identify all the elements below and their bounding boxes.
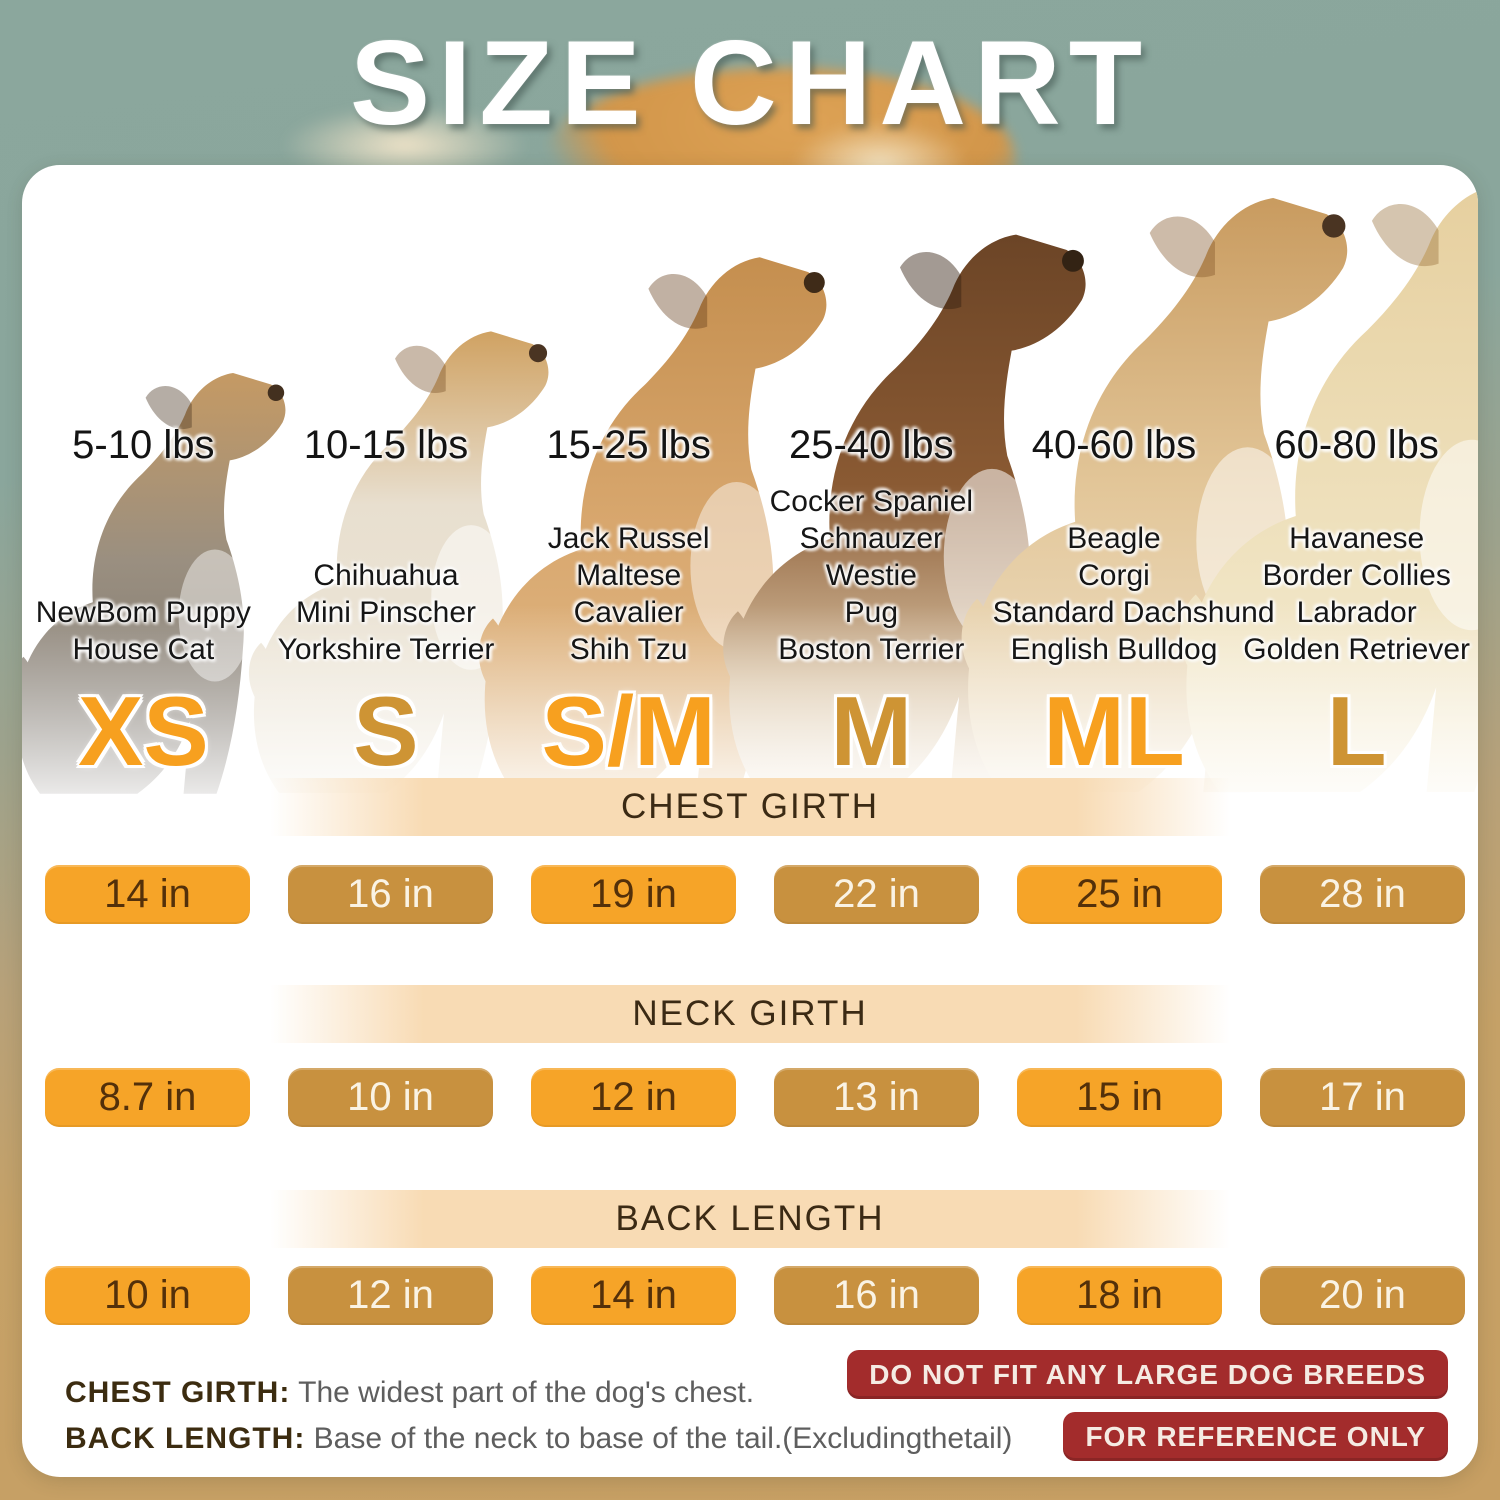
size-column-ml: 40-60 lbs Beagle Corgi Standard Dachshun… xyxy=(992,405,1275,668)
breed-list: Chihuahua Mini Pinscher Yorkshire Terrie… xyxy=(265,557,508,668)
neck-girth-value: 8.7 in xyxy=(45,1068,250,1127)
breed-item: Yorkshire Terrier xyxy=(277,633,495,666)
breed-item: Pug xyxy=(844,596,899,629)
page-title: SIZE CHART xyxy=(350,16,1150,150)
back-length-value: 12 in xyxy=(288,1266,493,1325)
size-column-l: 60-80 lbs Havanese Border Collies Labrad… xyxy=(1235,405,1478,668)
size-label-sm: S/M xyxy=(541,676,716,786)
breed-item: Cavalier xyxy=(573,596,684,629)
chest-girth-note: CHEST GIRTH: The widest part of the dog'… xyxy=(65,1370,1012,1416)
breed-item: Standard Dachshund xyxy=(992,596,1275,629)
size-letters-row: XS S S/M M ML L xyxy=(22,682,1478,780)
neck-girth-value: 12 in xyxy=(531,1068,736,1127)
white-fade-overlay xyxy=(22,605,1478,810)
chest-girth-note-text: The widest part of the dog's chest. xyxy=(298,1376,755,1409)
chest-girth-value: 28 in xyxy=(1260,865,1465,924)
chest-girth-value: 19 in xyxy=(531,865,736,924)
back-length-value: 16 in xyxy=(774,1266,979,1325)
size-chart-card: 5-10 lbs NewBom Puppy House Cat 10-15 lb… xyxy=(22,165,1478,1477)
breed-item: NewBom Puppy xyxy=(35,596,251,629)
warning-badge-no-large-breeds: DO NOT FIT ANY LARGE DOG BREEDS xyxy=(847,1350,1448,1399)
chest-girth-value: 22 in xyxy=(774,865,979,924)
breed-item: Schnauzer xyxy=(799,522,944,555)
size-label-l: L xyxy=(1326,676,1387,786)
size-label-xs: XS xyxy=(77,676,209,786)
back-length-header: BACK LENGTH xyxy=(270,1190,1230,1248)
breed-item: Westie xyxy=(825,559,917,592)
back-length-value: 14 in xyxy=(531,1266,736,1325)
chest-girth-value: 16 in xyxy=(288,865,493,924)
breed-item: House Cat xyxy=(72,633,215,666)
size-column-s: 10-15 lbs Chihuahua Mini Pinscher Yorksh… xyxy=(265,405,508,668)
breed-item: Maltese xyxy=(576,559,682,592)
chest-girth-value: 14 in xyxy=(45,865,250,924)
size-column-sm: 15-25 lbs Jack Russel Maltese Cavalier S… xyxy=(507,405,750,668)
back-length-note: BACK LENGTH: Base of the neck to base of… xyxy=(65,1416,1012,1462)
back-length-value: 20 in xyxy=(1260,1266,1465,1325)
breed-item: Cocker Spaniel xyxy=(769,485,974,518)
neck-girth-value: 17 in xyxy=(1260,1068,1465,1127)
weight-range: 25-40 lbs xyxy=(789,423,954,467)
back-length-values: 10 in 12 in 14 in 16 in 18 in 20 in xyxy=(45,1266,1465,1325)
size-label-m: M xyxy=(830,676,913,786)
neck-girth-header: NECK GIRTH xyxy=(270,985,1230,1043)
size-columns: 5-10 lbs NewBom Puppy House Cat 10-15 lb… xyxy=(22,405,1478,668)
breed-list: Jack Russel Maltese Cavalier Shih Tzu xyxy=(507,520,750,668)
breed-list: Cocker Spaniel Schnauzer Westie Pug Bost… xyxy=(750,483,993,668)
weight-range: 15-25 lbs xyxy=(546,423,711,467)
breed-item: Beagle xyxy=(1067,522,1161,555)
breed-item: English Bulldog xyxy=(1010,633,1218,666)
breed-item: Border Collies xyxy=(1262,559,1451,592)
breed-item: Jack Russel xyxy=(547,522,710,555)
size-label-ml: ML xyxy=(1043,676,1185,786)
breed-list: Havanese Border Collies Labrador Golden … xyxy=(1235,520,1478,668)
weight-range: 10-15 lbs xyxy=(303,423,469,467)
chest-girth-values: 14 in 16 in 19 in 22 in 25 in 28 in xyxy=(45,865,1465,924)
breed-item: Labrador xyxy=(1296,596,1417,629)
chest-girth-header: CHEST GIRTH xyxy=(270,778,1230,836)
size-label-s: S xyxy=(353,676,419,786)
measurement-notes: CHEST GIRTH: The widest part of the dog'… xyxy=(65,1370,1012,1462)
back-length-value: 10 in xyxy=(45,1266,250,1325)
size-column-m: 25-40 lbs Cocker Spaniel Schnauzer Westi… xyxy=(750,405,993,668)
back-length-value: 18 in xyxy=(1017,1266,1222,1325)
back-length-note-text: Base of the neck to base of the tail.(Ex… xyxy=(313,1422,1013,1455)
breed-item: Shih Tzu xyxy=(569,633,688,666)
chest-girth-note-label: CHEST GIRTH: xyxy=(65,1376,291,1409)
breed-item: Chihuahua xyxy=(313,559,459,592)
weight-range: 60-80 lbs xyxy=(1274,423,1439,467)
warning-badges: DO NOT FIT ANY LARGE DOG BREEDS FOR REFE… xyxy=(847,1350,1448,1461)
breed-item: Mini Pinscher xyxy=(295,596,477,629)
size-column-xs: 5-10 lbs NewBom Puppy House Cat xyxy=(22,405,265,668)
neck-girth-value: 10 in xyxy=(288,1068,493,1127)
breed-list: NewBom Puppy House Cat xyxy=(22,594,265,668)
breed-item: Havanese xyxy=(1289,522,1425,555)
warning-badge-reference-only: FOR REFERENCE ONLY xyxy=(1063,1412,1448,1461)
weight-range: 5-10 lbs xyxy=(72,423,215,467)
back-length-note-label: BACK LENGTH: xyxy=(65,1422,306,1455)
breed-item: Corgi xyxy=(1078,559,1150,592)
breed-item: Boston Terrier xyxy=(778,633,965,666)
breed-item: Golden Retriever xyxy=(1243,633,1471,666)
neck-girth-values: 8.7 in 10 in 12 in 13 in 15 in 17 in xyxy=(45,1068,1465,1127)
chest-girth-value: 25 in xyxy=(1017,865,1222,924)
neck-girth-value: 13 in xyxy=(774,1068,979,1127)
weight-range: 40-60 lbs xyxy=(1031,423,1197,467)
neck-girth-value: 15 in xyxy=(1017,1068,1222,1127)
breed-list: Beagle Corgi Standard Dachshund English … xyxy=(992,520,1275,668)
